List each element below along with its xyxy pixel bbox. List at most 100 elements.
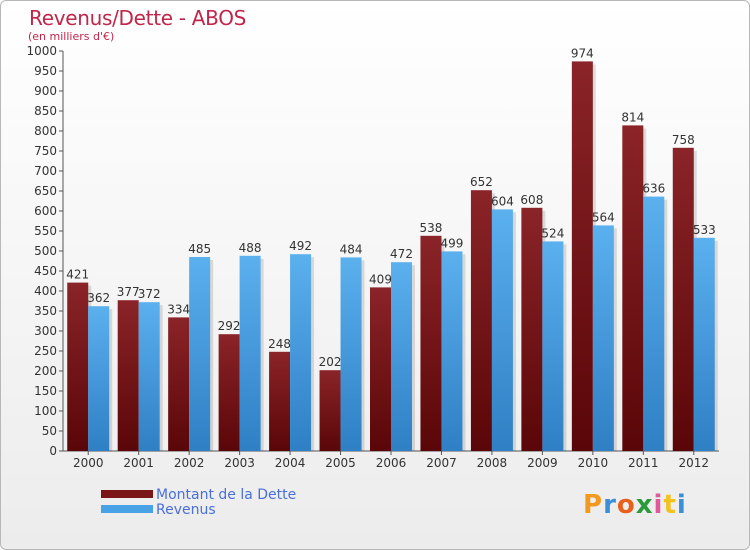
bar-revenus	[391, 262, 412, 451]
data-label: 372	[138, 287, 161, 301]
data-label: 524	[541, 226, 564, 240]
legend-swatch-revenus	[101, 505, 153, 513]
bar-revenus	[491, 209, 513, 451]
x-tick-label: 2000	[73, 456, 104, 470]
bar-revenus	[542, 241, 564, 451]
bar-revenus	[138, 302, 160, 451]
bar-revenus	[340, 257, 362, 451]
y-tick-label: 50	[42, 424, 57, 438]
data-label: 604	[491, 194, 514, 208]
bar-dette	[269, 351, 291, 451]
data-label: 636	[642, 182, 665, 196]
bar-dette	[218, 334, 240, 451]
bar-dette	[622, 125, 644, 452]
y-tick-label: 650	[34, 184, 57, 198]
data-label: 538	[420, 221, 443, 235]
data-label: 652	[470, 175, 493, 189]
y-tick-label: 500	[34, 244, 57, 258]
data-label: 362	[87, 291, 110, 305]
x-tick-label: 2003	[224, 456, 255, 470]
x-tick-label: 2008	[477, 456, 508, 470]
x-tick-label: 2002	[174, 456, 205, 470]
legend-label-dette: Montant de la Dette	[156, 487, 297, 503]
y-tick-label: 750	[34, 144, 57, 158]
bar-revenus	[592, 225, 614, 451]
bar-revenus	[239, 255, 261, 451]
data-label: 499	[441, 236, 464, 250]
legend-swatch-dette	[101, 490, 153, 498]
bar-revenus	[189, 257, 211, 451]
y-tick-label: 450	[34, 264, 57, 278]
bar-dette	[67, 282, 89, 451]
chart-title: Revenus/Dette - ABOS	[29, 6, 247, 30]
data-label: 421	[66, 268, 89, 282]
legend-label-revenus: Revenus	[156, 502, 216, 518]
y-tick-label: 250	[34, 344, 57, 358]
logo-letter: i	[676, 490, 687, 520]
logo-letter: r	[603, 490, 617, 520]
y-tick-label: 950	[34, 64, 57, 78]
bar-dette	[521, 207, 543, 451]
y-tick-label: 400	[34, 284, 57, 298]
x-tick-label: 2001	[123, 456, 154, 470]
y-tick-label: 900	[34, 84, 57, 98]
data-label: 472	[390, 247, 413, 261]
data-label: 202	[319, 355, 342, 369]
proxiti-logo: Proxiti	[583, 490, 687, 520]
bar-revenus	[693, 237, 715, 451]
data-label: 564	[592, 210, 615, 224]
y-tick-label: 0	[49, 444, 57, 458]
data-label: 292	[218, 319, 241, 333]
data-label: 488	[239, 241, 262, 255]
logo-letter: o	[616, 490, 636, 520]
x-tick-label: 2011	[628, 456, 659, 470]
data-label: 248	[268, 337, 291, 351]
logo-letter: i	[653, 490, 664, 520]
x-tick-label: 2009	[527, 456, 558, 470]
data-label: 485	[188, 242, 211, 256]
logo-letter: t	[663, 490, 677, 520]
bar-dette	[470, 190, 492, 451]
data-label: 814	[621, 110, 644, 124]
x-tick-label: 2005	[325, 456, 356, 470]
x-tick-label: 2006	[376, 456, 407, 470]
data-label: 377	[117, 285, 140, 299]
y-tick-label: 550	[34, 224, 57, 238]
data-label: 334	[167, 302, 190, 316]
y-tick-label: 700	[34, 164, 57, 178]
x-tick-label: 2010	[578, 456, 609, 470]
bar-revenus	[290, 254, 312, 451]
x-tick-label: 2007	[426, 456, 457, 470]
x-tick-label: 2004	[275, 456, 306, 470]
bar-dette	[571, 61, 593, 452]
bar-dette	[168, 317, 190, 451]
bar-dette	[319, 370, 341, 451]
bar-dette	[117, 300, 139, 451]
logo-letter: x	[635, 490, 654, 520]
bar-dette	[420, 235, 442, 451]
data-label: 974	[571, 46, 594, 60]
x-tick-label: 2012	[678, 456, 709, 470]
logo-letter: P	[583, 490, 604, 520]
chart-subtitle: (en milliers d'€)	[28, 30, 115, 43]
data-label: 484	[340, 242, 363, 256]
y-tick-label: 1000	[26, 44, 57, 58]
y-tick-label: 100	[34, 404, 57, 418]
data-label: 409	[369, 272, 392, 286]
data-label: 492	[289, 239, 312, 253]
bar-revenus	[643, 196, 665, 451]
bar-revenus	[88, 306, 110, 451]
y-tick-label: 800	[34, 124, 57, 138]
data-label: 533	[693, 223, 716, 237]
y-tick-label: 350	[34, 304, 57, 318]
bar-dette	[370, 287, 391, 451]
data-label: 608	[520, 193, 543, 207]
y-tick-label: 850	[34, 104, 57, 118]
bar-revenus	[441, 251, 463, 451]
bar-dette	[672, 147, 694, 452]
data-label: 758	[672, 133, 695, 147]
y-tick-label: 600	[34, 204, 57, 218]
y-tick-label: 200	[34, 364, 57, 378]
